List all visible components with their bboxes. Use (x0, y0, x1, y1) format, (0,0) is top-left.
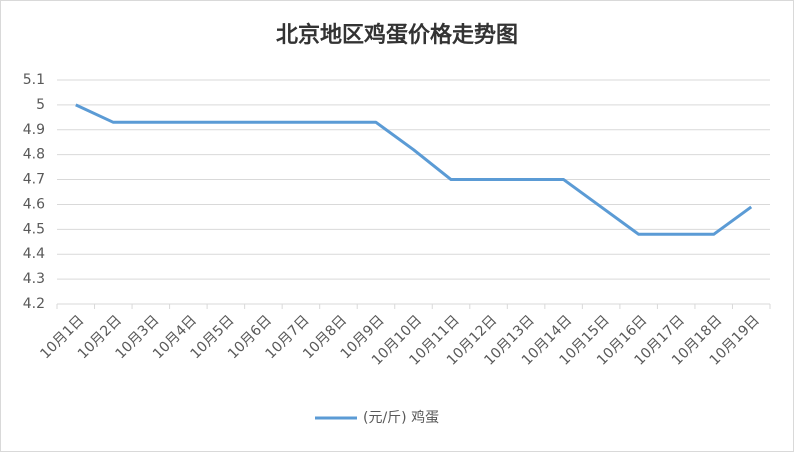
y-tick-label: 4.3 (23, 271, 45, 287)
chart-title: 北京地区鸡蛋价格走势图 (276, 22, 518, 48)
y-tick-label: 4.4 (23, 246, 45, 262)
legend-label: (元/斤) 鸡蛋 (363, 409, 439, 426)
y-tick-label: 4.8 (23, 147, 45, 163)
series-line (75, 103, 753, 236)
y-tick-label: 4.5 (23, 221, 45, 237)
y-tick-label: 4.9 (23, 122, 45, 138)
y-tick-label: 4.7 (23, 172, 45, 188)
y-tick-label: 4.6 (23, 196, 45, 212)
y-tick-label: 5 (36, 97, 45, 113)
y-tick-label: 5.1 (23, 72, 45, 88)
y-tick-label: 4.2 (23, 296, 45, 312)
